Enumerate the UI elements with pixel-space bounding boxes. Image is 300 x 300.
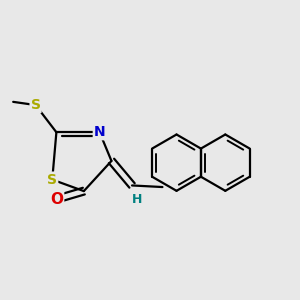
Text: S: S [31, 98, 40, 112]
Text: S: S [47, 172, 57, 187]
Text: H: H [132, 193, 142, 206]
Text: O: O [50, 192, 63, 207]
Text: N: N [94, 125, 105, 139]
